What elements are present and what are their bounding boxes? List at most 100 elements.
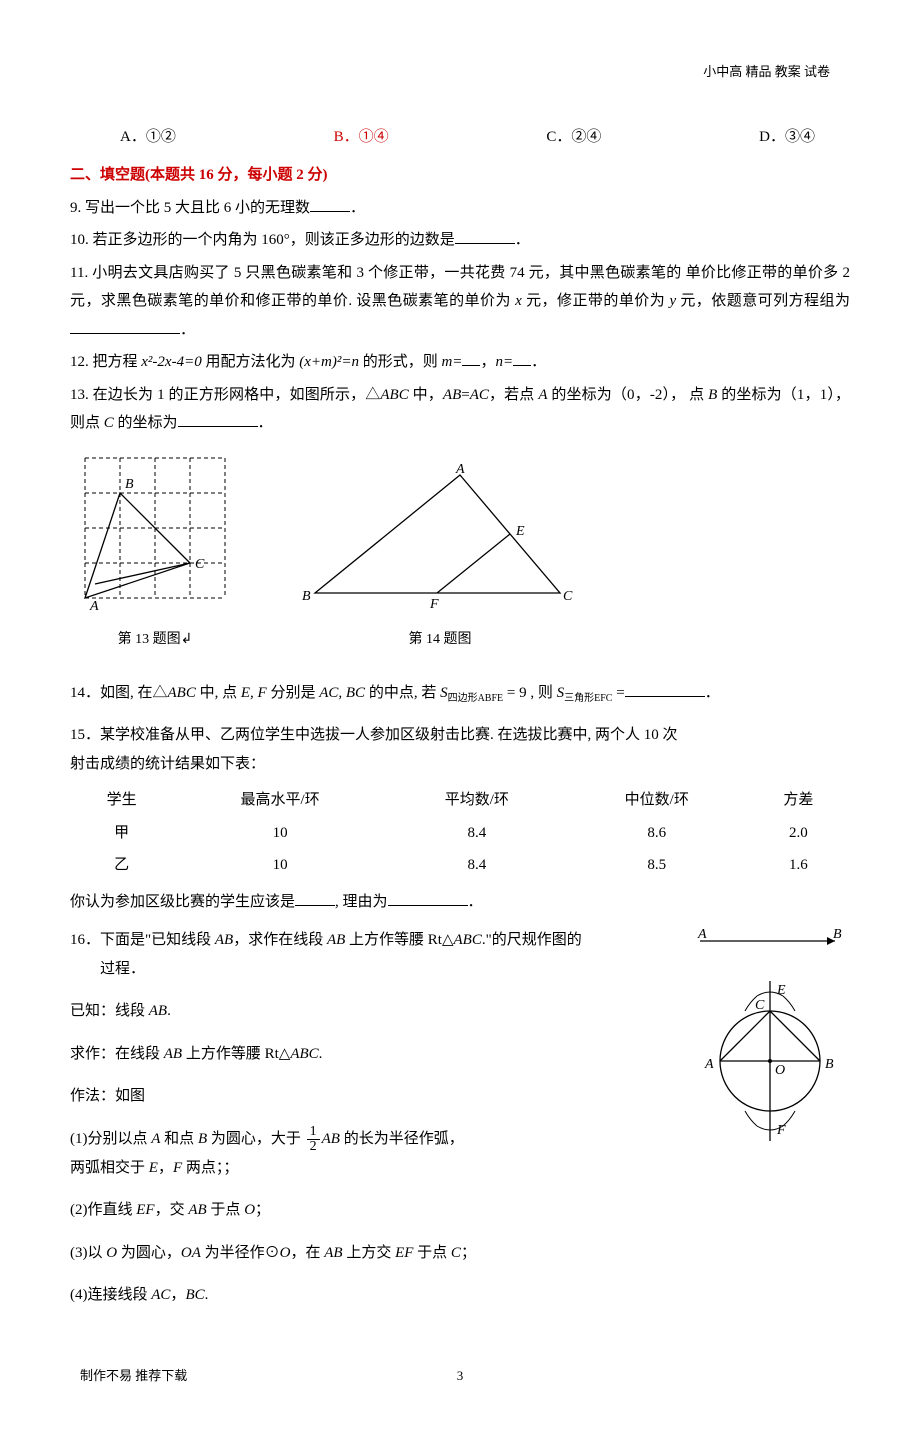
q13-l1d: 的坐标为（0，-2）， bbox=[547, 387, 685, 403]
q16-s1c: 为圆心，大于 bbox=[207, 1131, 305, 1147]
svg-text:A: A bbox=[89, 599, 99, 613]
q16-s2-ef: EF bbox=[136, 1202, 154, 1218]
footer-left: 制作不易 推荐下载 bbox=[80, 1364, 187, 1389]
q12-mid2: 的形式，则 bbox=[359, 354, 442, 370]
q16-ab1: AB bbox=[215, 932, 233, 948]
svg-text:C: C bbox=[195, 557, 205, 572]
q10-text: 10. 若正多边形的一个内角为 160°，则该正多边形的边数是 bbox=[70, 232, 455, 248]
q14-m4: , 则 bbox=[530, 685, 556, 701]
q11-period: ． bbox=[180, 322, 195, 338]
q16-s3d: ，在 bbox=[290, 1245, 324, 1261]
q13-l2c: 的坐标为 bbox=[114, 415, 178, 431]
fig14-svg: A B C E F bbox=[300, 463, 580, 613]
q15-period: ． bbox=[468, 894, 483, 910]
q11-line1: 11. 小明去文具店购买了 5 只黑色碳素笔和 3 个修正带，一共花费 74 元… bbox=[70, 265, 682, 281]
q15-l2: 射击成绩的统计结果如下表： bbox=[70, 750, 850, 779]
svg-text:A: A bbox=[697, 927, 707, 942]
q9-text: 9. 写出一个比 5 大且比 6 小的无理数 bbox=[70, 200, 310, 216]
q16-step4: (4)连接线段 AC，BC. bbox=[70, 1281, 670, 1310]
q10-blank bbox=[455, 229, 515, 244]
q14-eq: = 9 bbox=[503, 685, 530, 701]
q14-period: ． bbox=[705, 685, 720, 701]
q15-l1: 15．某学校准备从甲、乙两位学生中选拔一人参加区级射击比赛. 在选拔比赛中, 两… bbox=[70, 721, 850, 750]
q16-s2a: (2)作直线 bbox=[70, 1202, 136, 1218]
q9-period: ． bbox=[350, 200, 365, 216]
figures-row: B C A 第 13 题图↲ A B C E F 第 14 题图 bbox=[70, 448, 850, 654]
q12-comma: ， bbox=[480, 354, 495, 370]
option-b-label: B． bbox=[334, 129, 359, 145]
svg-text:O: O bbox=[775, 1063, 785, 1078]
q13-ab: AB bbox=[443, 387, 461, 403]
td: 10 bbox=[173, 817, 387, 850]
q16-l1b: ，求作在线段 bbox=[233, 932, 327, 948]
q15-blank2 bbox=[388, 891, 468, 906]
q15-blank1 bbox=[295, 891, 335, 906]
fig13-svg: B C A bbox=[70, 448, 240, 613]
q16-s2d: ； bbox=[255, 1202, 270, 1218]
q16-goal-mid: 上方作等腰 Rt△ bbox=[182, 1046, 290, 1062]
option-a-label: A． bbox=[120, 129, 146, 145]
option-d-text: ③④ bbox=[785, 129, 815, 145]
q16-s3e: 上方交 bbox=[343, 1245, 396, 1261]
option-d-label: D． bbox=[759, 129, 785, 145]
q14-blank bbox=[625, 682, 705, 697]
td: 1.6 bbox=[747, 849, 850, 882]
th-1: 最高水平/环 bbox=[173, 784, 387, 817]
q11-line3a: 元，修正带的单价为 bbox=[526, 293, 669, 309]
option-d: D．③④ bbox=[759, 123, 815, 152]
option-c-text: ②④ bbox=[571, 129, 601, 145]
q16-goal-abc: ABC bbox=[290, 1046, 318, 1062]
q15-l3: 你认为参加区级比赛的学生应该是, 理由为． bbox=[70, 888, 850, 917]
q16-l1a: 16．下面是"已知线段 bbox=[70, 932, 215, 948]
q13-l1c: ，若点 bbox=[489, 387, 538, 403]
q12-m: m= bbox=[441, 354, 462, 370]
q16-abc1: ABC bbox=[454, 932, 482, 948]
svg-text:B: B bbox=[825, 1057, 834, 1072]
q12-mid: 用配方法化为 bbox=[202, 354, 300, 370]
q16-s3-oa: OA bbox=[181, 1245, 201, 1261]
q12-blank-m bbox=[462, 351, 480, 366]
q16-s4-bc: BC bbox=[185, 1287, 204, 1303]
footer: 制作不易 推荐下载 3 bbox=[70, 1364, 850, 1389]
q11-line3b: 元，依题意可列方程组为 bbox=[676, 293, 850, 309]
q16-s1l2b: 两点；； bbox=[182, 1160, 238, 1176]
q16-method: 作法：如图 bbox=[70, 1082, 670, 1111]
q10: 10. 若正多边形的一个内角为 160°，则该正多边形的边数是． bbox=[70, 226, 850, 255]
q16-l1d: ."的尺规作图的 bbox=[482, 932, 582, 948]
q16-s3b: 为圆心， bbox=[117, 1245, 181, 1261]
q16-s2-o: O bbox=[244, 1202, 255, 1218]
q16-goal-end: . bbox=[319, 1046, 323, 1062]
q16-s1b: 和点 bbox=[160, 1131, 198, 1147]
fig13-block: B C A 第 13 题图↲ bbox=[70, 448, 240, 654]
q15-l3b: , 理由为 bbox=[335, 894, 388, 910]
q11: 11. 小明去文具店购买了 5 只黑色碳素笔和 3 个修正带，一共花费 74 元… bbox=[70, 259, 850, 345]
fig16-bot-svg: A B C E F O bbox=[695, 976, 845, 1146]
q14-pre: 14．如图, 在△ bbox=[70, 685, 168, 701]
th-4: 方差 bbox=[747, 784, 850, 817]
option-a-text: ①② bbox=[146, 129, 176, 145]
q8-options: A．①② B．①④ C．②④ D．③④ bbox=[70, 123, 850, 152]
footer-page: 3 bbox=[457, 1364, 464, 1389]
fig14-label: 第 14 题图 bbox=[300, 627, 580, 654]
q14-m1: 中, 点 bbox=[196, 685, 241, 701]
q14-eq2: = bbox=[612, 685, 624, 701]
svg-text:F: F bbox=[429, 597, 439, 612]
q16-s4b: . bbox=[205, 1287, 209, 1303]
q16-s3-ef: EF bbox=[395, 1245, 413, 1261]
q14-s2: S bbox=[557, 685, 565, 701]
svg-text:B: B bbox=[302, 589, 311, 604]
q13-eq: = bbox=[461, 387, 469, 403]
q16-s4-ac: AC bbox=[151, 1287, 170, 1303]
q16-s2b: ，交 bbox=[155, 1202, 189, 1218]
q9-blank bbox=[310, 197, 350, 212]
q16-goal-ab: AB bbox=[164, 1046, 182, 1062]
q13-l1b: 中， bbox=[409, 387, 443, 403]
th-3: 中位数/环 bbox=[567, 784, 747, 817]
option-c-label: C． bbox=[546, 129, 571, 145]
svg-text:A: A bbox=[455, 463, 465, 477]
option-b: B．①④ bbox=[334, 123, 389, 152]
q16-s1-line2: 两弧相交于 E，F 两点；； bbox=[70, 1154, 670, 1183]
q15: 15．某学校准备从甲、乙两位学生中选拔一人参加区级射击比赛. 在选拔比赛中, 两… bbox=[70, 721, 850, 916]
q16-s4-sep: ， bbox=[170, 1287, 185, 1303]
svg-text:C: C bbox=[755, 998, 765, 1013]
